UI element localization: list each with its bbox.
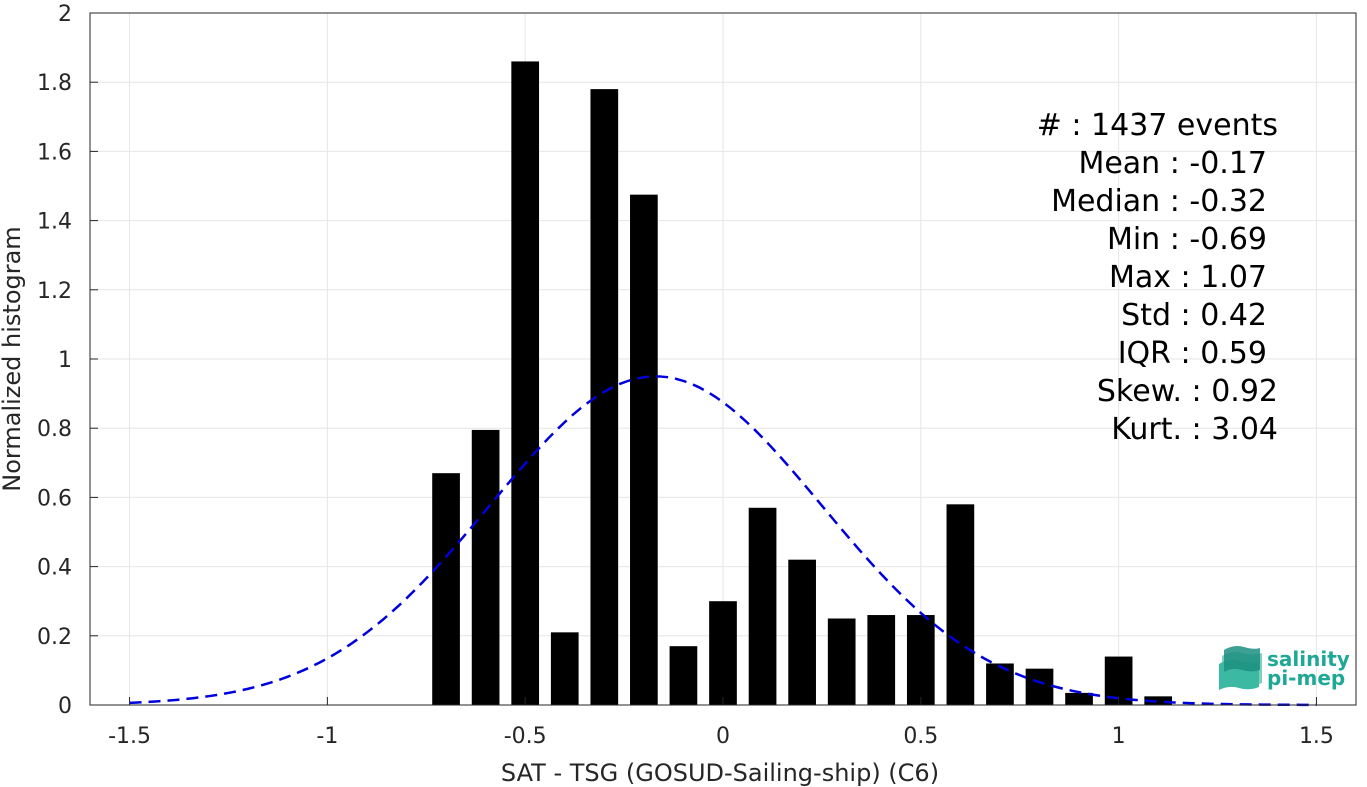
y-tick-label-9: 1.8 <box>37 71 72 96</box>
histogram-bars <box>432 61 1173 706</box>
histogram-bar-18 <box>1144 696 1173 705</box>
stat-min: Min : -0.69 <box>1107 222 1267 257</box>
histogram-bar-14 <box>986 663 1014 705</box>
x-tick-label-6: 1.5 <box>1299 724 1334 749</box>
stat-std: Std : 0.42 <box>1121 298 1267 333</box>
histogram-bar-2 <box>511 61 540 705</box>
y-tick-label-8: 1.6 <box>37 140 72 165</box>
y-tick-label-5: 1 <box>58 348 72 373</box>
y-axis-ticks: 0 0.2 0.4 0.6 0.8 1 1.2 1.4 1.6 1.8 2 <box>37 2 98 719</box>
y-tick-label-0: 0 <box>58 694 72 719</box>
x-tick-label-5: 1 <box>1112 724 1126 749</box>
y-tick-label-3: 0.6 <box>37 486 72 511</box>
histogram-bar-12 <box>906 615 935 705</box>
y-tick-label-2: 0.4 <box>37 556 72 581</box>
x-tick-label-4: 0.5 <box>903 724 938 749</box>
histogram-bar-8 <box>748 507 777 705</box>
histogram-bar-7 <box>709 601 737 705</box>
histogram-bar-9 <box>788 559 816 705</box>
stat-median: Median : -0.32 <box>1051 184 1267 219</box>
stat-mean: Mean : -0.17 <box>1078 146 1267 181</box>
y-tick-label-4: 0.8 <box>37 417 72 442</box>
stat-iqr: IQR : 0.59 <box>1118 336 1267 371</box>
x-axis-ticks: -1.5 -1 -0.5 0 0.5 1 1.5 <box>108 697 1334 749</box>
histogram-bar-11 <box>867 615 896 705</box>
stat-skew: Skew. : 0.92 <box>1097 374 1278 409</box>
x-tick-label-1: -1 <box>316 724 338 749</box>
stat-max: Max : 1.07 <box>1109 260 1267 295</box>
histogram-bar-15 <box>1025 668 1054 705</box>
stat-kurt: Kurt. : 3.04 <box>1111 412 1278 447</box>
x-axis-label: SAT - TSG (GOSUD-Sailing-ship) (C6) <box>501 759 939 787</box>
y-tick-label-10: 2 <box>58 2 72 27</box>
x-tick-label-2: -0.5 <box>504 724 547 749</box>
histogram-bar-16 <box>1065 692 1093 705</box>
stat-count: # : 1437 events <box>1037 108 1278 143</box>
histogram-bar-13 <box>946 504 975 705</box>
x-tick-label-0: -1.5 <box>108 724 151 749</box>
histogram-bar-10 <box>827 618 856 705</box>
y-tick-label-6: 1.2 <box>37 279 72 304</box>
salinity-pi-mep-logo: salinity pi-mep <box>1219 646 1350 690</box>
wave-icon <box>1219 646 1262 690</box>
histogram-bar-3 <box>550 632 579 705</box>
y-tick-label-7: 1.4 <box>37 210 72 235</box>
histogram-bar-1 <box>471 429 500 705</box>
logo-line2: pi-mep <box>1267 666 1345 690</box>
y-axis-label: Normalized histogram <box>0 226 26 491</box>
logo-line1: salinity <box>1267 647 1350 671</box>
y-tick-label-1: 0.2 <box>37 625 72 650</box>
histogram-bar-6 <box>669 646 698 705</box>
histogram-bar-0 <box>432 473 460 705</box>
histogram-bar-5 <box>630 194 658 705</box>
statistics-box: # : 1437 events Mean : -0.17 Median : -0… <box>1037 108 1278 447</box>
x-tick-label-3: 0 <box>716 724 730 749</box>
